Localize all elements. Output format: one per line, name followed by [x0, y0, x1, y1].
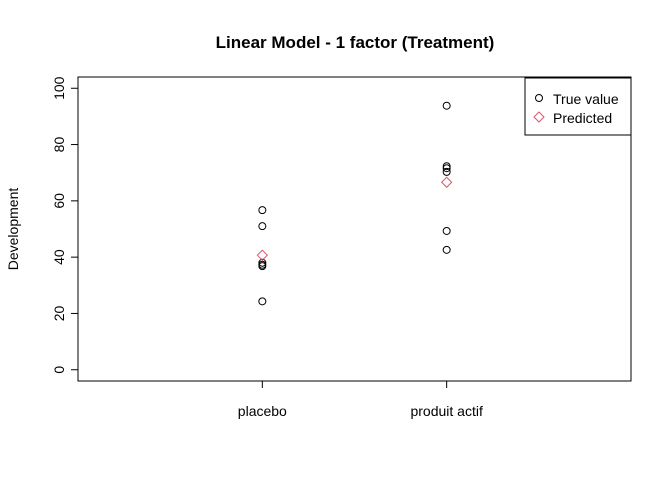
legend-true-value: True value [553, 91, 619, 107]
y-tick-label: 80 [51, 137, 67, 153]
true-value-point [442, 101, 451, 110]
legend-box [524, 77, 632, 136]
legend-diamond-marker [533, 111, 545, 123]
y-axis-label: Development [5, 188, 21, 271]
y-tick-label: 0 [51, 366, 67, 374]
y-tick-label: 40 [51, 249, 67, 265]
chart-title: Linear Model - 1 factor (Treatment) [216, 33, 495, 52]
x-tick-label: placebo [238, 403, 287, 419]
legend: True value Predicted [524, 77, 632, 136]
true-value-point [258, 262, 267, 271]
y-tick-label: 20 [51, 305, 67, 321]
true-value-point [442, 167, 451, 176]
true-value-point [442, 226, 451, 235]
y-tick-label: 60 [51, 193, 67, 209]
predicted-point [440, 176, 453, 188]
true-value-point [258, 258, 267, 267]
predicted-point [256, 249, 269, 261]
y-axis: 0 20 40 60 80 100 [51, 76, 79, 374]
legend-circle-marker [535, 94, 543, 102]
true-value-point [258, 206, 267, 215]
legend-predicted: Predicted [553, 110, 612, 126]
true-value-point [258, 297, 267, 306]
true-value-point [442, 164, 451, 173]
true-value-point [442, 245, 451, 254]
true-value-point [442, 162, 451, 171]
data-points [256, 101, 453, 306]
true-value-point [258, 222, 267, 231]
x-axis: placebo produit actif [238, 380, 483, 419]
y-tick-label: 100 [51, 76, 67, 100]
x-tick-label: produit actif [410, 403, 482, 419]
